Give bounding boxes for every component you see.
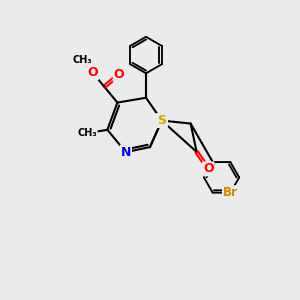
Text: O: O (114, 68, 124, 81)
Text: O: O (87, 66, 98, 79)
Text: S: S (157, 114, 166, 127)
Text: O: O (203, 162, 214, 176)
Text: N: N (121, 146, 131, 159)
Text: CH₃: CH₃ (73, 55, 92, 65)
Text: N: N (157, 114, 167, 127)
Text: Br: Br (223, 186, 238, 199)
Text: CH₃: CH₃ (77, 128, 97, 138)
